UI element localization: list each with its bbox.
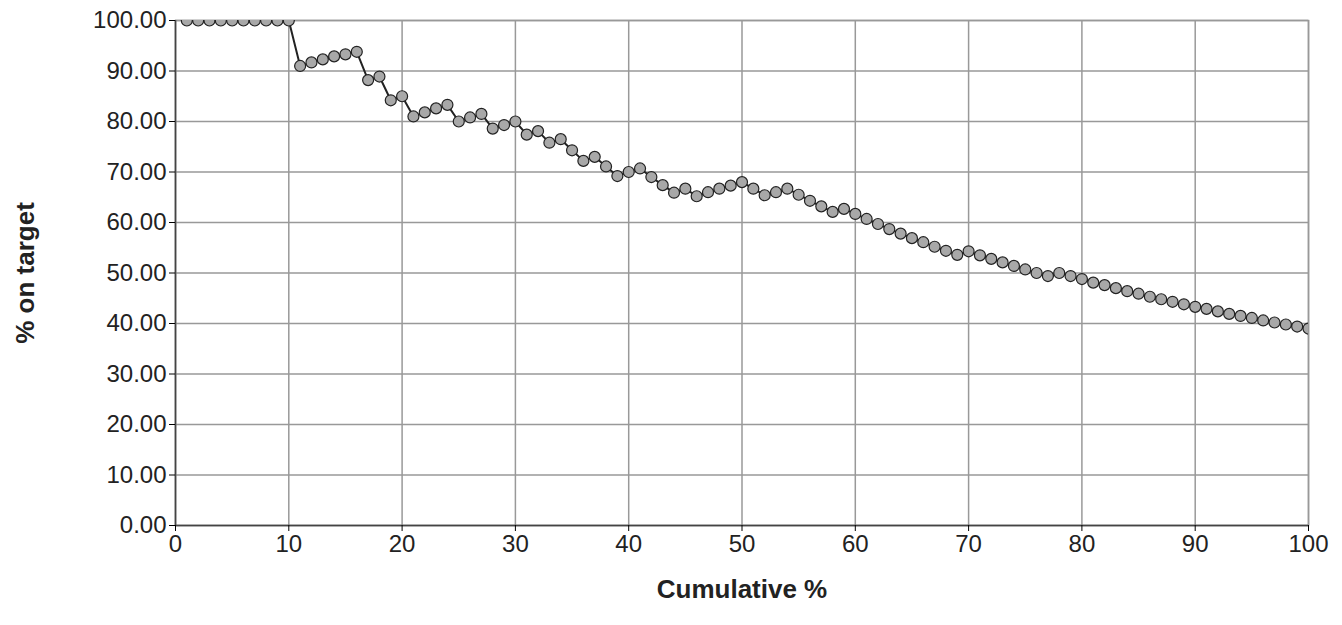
svg-text:100: 100 xyxy=(1288,530,1328,557)
svg-text:100.00: 100.00 xyxy=(93,6,166,33)
svg-text:Cumulative %: Cumulative % xyxy=(657,574,828,604)
svg-text:50: 50 xyxy=(729,530,756,557)
svg-text:90.00: 90.00 xyxy=(106,57,166,84)
svg-text:90: 90 xyxy=(1182,530,1209,557)
svg-text:70.00: 70.00 xyxy=(106,158,166,185)
svg-text:60: 60 xyxy=(842,530,869,557)
svg-text:70: 70 xyxy=(955,530,982,557)
svg-text:% on target: % on target xyxy=(10,202,40,344)
svg-text:80: 80 xyxy=(1069,530,1096,557)
svg-text:50.00: 50.00 xyxy=(106,259,166,286)
svg-text:30: 30 xyxy=(502,530,529,557)
svg-text:0.00: 0.00 xyxy=(120,511,167,538)
svg-text:80.00: 80.00 xyxy=(106,107,166,134)
svg-text:60.00: 60.00 xyxy=(106,208,166,235)
svg-text:30.00: 30.00 xyxy=(106,360,166,387)
svg-text:10: 10 xyxy=(275,530,302,557)
svg-text:20.00: 20.00 xyxy=(106,410,166,437)
svg-text:20: 20 xyxy=(389,530,416,557)
svg-text:40.00: 40.00 xyxy=(106,309,166,336)
svg-text:10.00: 10.00 xyxy=(106,461,166,488)
svg-text:40: 40 xyxy=(615,530,642,557)
svg-text:0: 0 xyxy=(169,530,182,557)
